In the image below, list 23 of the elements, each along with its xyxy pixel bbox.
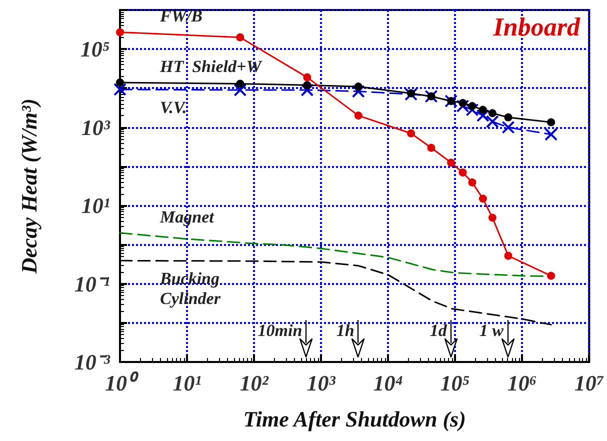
series-label: Bucking Cylinder [159, 269, 221, 308]
x-tick-label: 10⁵ [440, 370, 470, 396]
y-tick-label: 10³ [81, 114, 110, 140]
x-tick-label: 10⁴ [373, 370, 403, 396]
series-label: Magnet [159, 207, 216, 226]
chart-title: Inboard [492, 12, 581, 42]
series-label: FW/B [159, 6, 203, 26]
x-axis-title: Time After Shutdown (s) [243, 406, 466, 432]
x-tick-label: 10⁶ [507, 370, 537, 396]
series-label: V.V. [160, 98, 187, 117]
y-tick-label: 10⁻¹ [74, 271, 110, 296]
x-tick-label: 10² [240, 370, 269, 396]
y-axis-title: Decay Heat (W/m³) [16, 98, 42, 275]
ref-line-label: 10min [258, 321, 302, 340]
x-tick-label: 10⁷ [574, 370, 604, 396]
ref-line-label: 1 w [479, 321, 504, 340]
x-tick-label: 10³ [306, 370, 336, 396]
y-tick-label: 10⁵ [80, 36, 110, 62]
ref-line-label: 1h [336, 321, 354, 340]
y-tick-label: 10¹ [81, 193, 110, 218]
ref-line-label: 1d [430, 321, 448, 340]
series-label: HT Shield+W [159, 57, 264, 76]
x-tick-label: 10¹ [172, 370, 202, 396]
